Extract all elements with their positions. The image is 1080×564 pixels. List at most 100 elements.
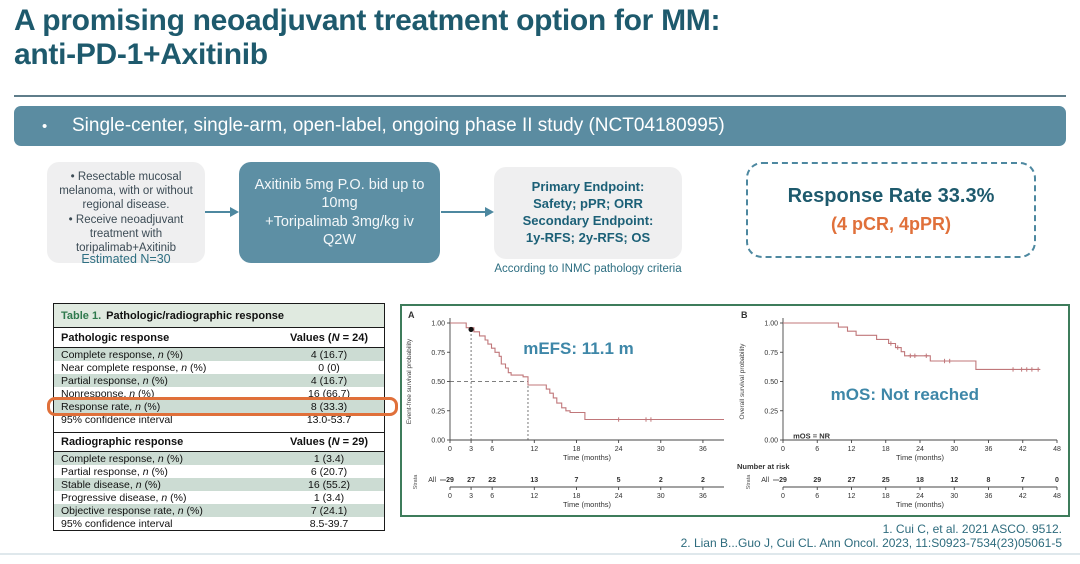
- svg-text:mOS: Not reached: mOS: Not reached: [831, 385, 979, 404]
- population-bullet-1: Resectable mucosal melanoma, with or wit…: [55, 170, 197, 212]
- response-rate-box: Response Rate 33.3% (4 pCR, 4pPR): [746, 162, 1036, 258]
- svg-text:6: 6: [815, 493, 819, 500]
- svg-text:42: 42: [1019, 493, 1027, 500]
- svg-text:30: 30: [657, 446, 665, 453]
- svg-text:0: 0: [448, 493, 452, 500]
- svg-text:36: 36: [985, 493, 993, 500]
- table-row: Partial response, n (%) 6 (20.7): [54, 465, 384, 478]
- svg-text:0: 0: [781, 493, 785, 500]
- svg-text:0.75: 0.75: [431, 350, 445, 357]
- table-row: Stable disease, n (%) 16 (55.2): [54, 478, 384, 491]
- svg-text:7: 7: [575, 477, 579, 484]
- svg-text:36: 36: [699, 493, 707, 500]
- svg-text:24: 24: [615, 493, 623, 500]
- svg-text:12: 12: [950, 477, 958, 484]
- svg-text:48: 48: [1053, 493, 1061, 500]
- svg-text:18: 18: [573, 493, 581, 500]
- svg-text:12: 12: [530, 446, 538, 453]
- svg-text:6: 6: [490, 446, 494, 453]
- svg-text:Time (months): Time (months): [896, 453, 945, 462]
- svg-text:A: A: [408, 310, 415, 320]
- svg-text:24: 24: [916, 446, 924, 453]
- table-row: 95% confidence interval 8.5-39.7: [54, 517, 384, 530]
- table-row: Nonresponse, n (%) 16 (66.7): [54, 387, 384, 400]
- table-row: Near complete response, n (%) 0 (0): [54, 361, 384, 374]
- svg-text:All: All: [428, 477, 436, 484]
- endpoints-line-1: Primary Endpoint:: [531, 179, 645, 195]
- svg-text:mOS = NR: mOS = NR: [793, 432, 830, 441]
- reference-1: 1. Cui C, et al. 2021 ASCO. 9512.: [882, 522, 1062, 536]
- svg-text:0: 0: [781, 446, 785, 453]
- svg-text:Strata: Strata: [746, 474, 752, 490]
- svg-text:25: 25: [882, 477, 890, 484]
- response-rate-value: Response Rate 33.3%: [787, 185, 995, 207]
- table-section-header: Radiographic response Values (N = 29): [54, 432, 384, 452]
- svg-text:0.25: 0.25: [764, 408, 778, 415]
- reference-2: 2. Lian B...Guo J, Cui CL. Ann Oncol. 20…: [680, 536, 1062, 550]
- references: 1. Cui C, et al. 2021 ASCO. 9512. 2. Lia…: [681, 522, 1062, 550]
- endpoints-line-4: 1y-RFS; 2y-RFS; OS: [525, 229, 651, 245]
- svg-text:6: 6: [490, 493, 494, 500]
- study-banner-text: Single-center, single-arm, open-label, o…: [14, 115, 725, 137]
- svg-text:Time (months): Time (months): [563, 500, 612, 509]
- svg-text:18: 18: [573, 446, 581, 453]
- table-title-text: Pathologic/radiographic response: [106, 309, 285, 322]
- svg-text:0.75: 0.75: [764, 350, 778, 357]
- study-banner: Single-center, single-arm, open-label, o…: [14, 106, 1066, 146]
- endpoints-line-3: Secondary Endpoint:: [522, 213, 654, 228]
- population-caption: Estimated N=30: [81, 252, 171, 266]
- svg-text:3: 3: [469, 446, 473, 453]
- svg-text:36: 36: [985, 446, 993, 453]
- svg-text:13: 13: [530, 477, 538, 484]
- svg-text:29: 29: [446, 477, 454, 484]
- title-line-2: anti-PD-1+Axitinib: [14, 37, 268, 71]
- svg-text:Number at risk: Number at risk: [737, 462, 790, 471]
- table-number: Table 1.: [61, 309, 102, 322]
- svg-text:2: 2: [701, 477, 705, 484]
- svg-text:0.50: 0.50: [431, 379, 445, 386]
- os-km-chart: B 0.00 0.25 0.50 0.75 1.00 0 6 12 18 24 30 36 42 48 Tim…: [737, 310, 1061, 509]
- svg-text:8: 8: [987, 477, 991, 484]
- svg-text:All: All: [761, 477, 769, 484]
- svg-text:18: 18: [916, 477, 924, 484]
- population-box: Resectable mucosal melanoma, with or wit…: [47, 162, 205, 263]
- treatment-line-2: +Toripalimab 3mg/kg iv Q2W: [265, 213, 414, 248]
- svg-text:0.50: 0.50: [764, 379, 778, 386]
- endpoints-caption: According to INMC pathology criteria: [494, 263, 682, 275]
- treatment-box: Axitinib 5mg P.O. bid up to 10mg +Toripa…: [239, 162, 440, 263]
- endpoints-line-2: Safety; pPR; ORR: [533, 196, 643, 212]
- svg-text:0.00: 0.00: [764, 438, 778, 445]
- svg-text:30: 30: [950, 446, 958, 453]
- svg-text:Overall survival probability: Overall survival probability: [739, 343, 746, 420]
- table-row: Partial response, n (%) 4 (16.7): [54, 374, 384, 387]
- svg-text:0.25: 0.25: [431, 408, 445, 415]
- flow-arrow-1: [205, 207, 239, 217]
- title-line-1: A promising neoadjuvant treatment option…: [14, 4, 721, 37]
- svg-text:24: 24: [916, 493, 924, 500]
- svg-text:0: 0: [1055, 477, 1059, 484]
- svg-text:1.00: 1.00: [764, 321, 778, 328]
- svg-text:1.00: 1.00: [431, 321, 445, 328]
- svg-text:Event-free survival probabilit: Event-free survival probability: [406, 338, 413, 424]
- svg-text:42: 42: [1019, 446, 1027, 453]
- svg-text:27: 27: [467, 477, 475, 484]
- svg-text:B: B: [741, 310, 748, 320]
- svg-text:36: 36: [699, 446, 707, 453]
- svg-text:12: 12: [848, 493, 856, 500]
- svg-text:Strata: Strata: [413, 474, 419, 490]
- svg-text:18: 18: [882, 446, 890, 453]
- svg-text:5: 5: [617, 477, 621, 484]
- svg-text:3: 3: [469, 493, 473, 500]
- title-divider: [14, 95, 1066, 97]
- svg-text:Time (months): Time (months): [563, 453, 612, 462]
- response-rate-detail: (4 pCR, 4pPR): [830, 214, 951, 234]
- svg-text:12: 12: [848, 446, 856, 453]
- svg-text:0.00: 0.00: [431, 438, 445, 445]
- table-row: Complete response, n (%) 1 (3.4): [54, 452, 384, 465]
- treatment-line-1: Axitinib 5mg P.O. bid up to 10mg: [254, 177, 425, 212]
- svg-text:Time (months): Time (months): [896, 500, 945, 509]
- svg-text:mEFS: 11.1 m: mEFS: 11.1 m: [523, 339, 634, 358]
- svg-text:7: 7: [1021, 477, 1025, 484]
- svg-text:12: 12: [530, 493, 538, 500]
